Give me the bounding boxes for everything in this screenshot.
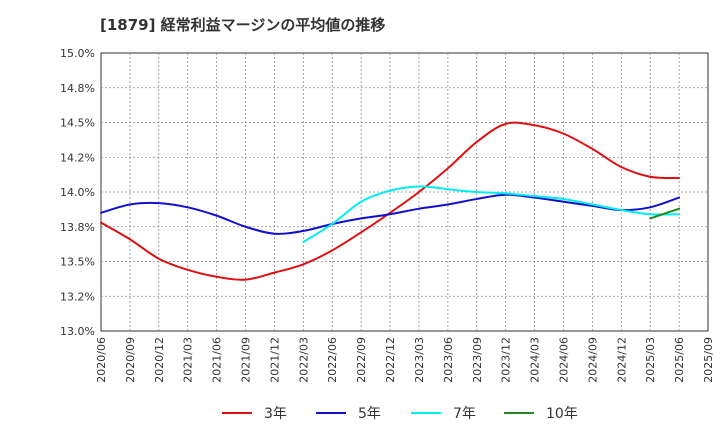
series-line-3 xyxy=(302,185,681,244)
x-tick-label: 2021/03 xyxy=(182,337,195,383)
plot-area xyxy=(100,52,709,332)
series-line-1 xyxy=(100,121,681,281)
x-tick-label: 2022/12 xyxy=(384,337,397,383)
legend-label: 3年 xyxy=(264,406,287,422)
x-tick-label: 2025/09 xyxy=(702,337,715,383)
series-line-4 xyxy=(649,207,681,220)
x-tick-label: 2025/06 xyxy=(673,337,686,383)
y-tick-label: 13.0% xyxy=(60,325,95,338)
legend-label: 7年 xyxy=(453,406,476,422)
x-tick-label: 2023/09 xyxy=(471,337,484,383)
x-tick-label: 2022/09 xyxy=(355,337,368,383)
y-tick-label: 14.0% xyxy=(60,186,95,199)
y-tick-label: 14.2% xyxy=(60,151,95,164)
x-tick-label: 2020/09 xyxy=(124,337,137,383)
series-line-2 xyxy=(100,193,681,235)
x-tick-label: 2022/03 xyxy=(297,337,310,383)
x-tick-label: 2023/06 xyxy=(442,337,455,383)
x-tick-label: 2021/09 xyxy=(240,337,253,383)
x-tick-label: 2024/03 xyxy=(529,337,542,383)
y-tick-label: 14.5% xyxy=(60,117,95,130)
legend-label: 10年 xyxy=(546,406,578,422)
y-tick-label: 13.2% xyxy=(60,290,95,303)
x-tick-label: 2023/03 xyxy=(413,337,426,383)
x-tick-label: 2024/09 xyxy=(586,337,599,383)
y-tick-label: 13.8% xyxy=(60,221,95,234)
x-tick-label: 2023/12 xyxy=(500,337,513,383)
y-tick-label: 14.8% xyxy=(60,82,95,95)
legend-label: 5年 xyxy=(358,406,381,422)
x-tick-label: 2024/06 xyxy=(557,337,570,383)
x-tick-label: 2024/12 xyxy=(615,337,628,383)
y-tick-label: 13.5% xyxy=(60,256,95,269)
x-tick-label: 2022/06 xyxy=(326,337,339,383)
x-tick-label: 2021/12 xyxy=(268,337,281,383)
x-tick-label: 2020/06 xyxy=(95,337,108,383)
x-tick-label: 2021/06 xyxy=(211,337,224,383)
chart-title: [1879] 経常利益マージンの平均値の推移 xyxy=(100,16,386,34)
x-tick-label: 2020/12 xyxy=(153,337,166,383)
y-tick-label: 15.0% xyxy=(60,47,95,60)
x-tick-label: 2025/03 xyxy=(644,337,657,383)
